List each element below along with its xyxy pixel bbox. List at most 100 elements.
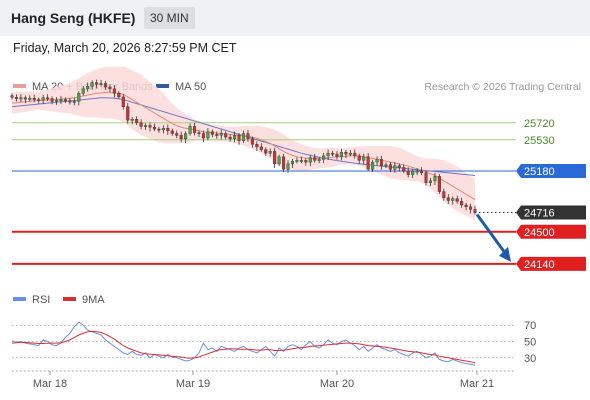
candle [246,129,250,142]
candle-body [451,198,455,201]
candle [188,123,192,136]
candle-body [357,155,361,161]
candle [313,153,317,163]
candle [308,154,312,167]
level-tag-bg-25180 [516,164,586,179]
candle-body [157,128,161,131]
candle [219,129,223,140]
candle [331,150,335,157]
level-label-25180: 25180 [524,166,555,178]
candle [273,147,277,168]
candle [411,168,415,179]
candle-body [268,151,272,154]
candle-body [273,151,277,165]
candle [282,153,286,173]
ma20-legend-swatch [13,84,26,88]
candle-body [179,135,183,140]
candle [103,81,108,90]
candle [406,167,410,178]
candle [286,160,290,173]
candle [366,153,370,172]
candle-body [397,165,401,168]
candle-body [446,197,450,201]
candle [264,147,268,157]
candle [277,154,281,167]
candle [255,141,259,152]
candle [428,177,433,187]
candle-body [54,99,59,102]
candle [10,93,14,100]
candle-body [19,97,23,100]
candle-body [437,176,441,192]
candle-body [250,138,254,145]
x-label: Mar 20 [320,378,354,390]
candle-body [295,160,299,162]
candle-body [313,157,317,161]
candle [348,150,352,157]
candle-body [393,165,397,170]
candle [299,156,303,164]
candle-body [455,198,459,202]
candle-body [282,156,286,170]
candle-body [473,209,477,213]
candle [442,188,446,201]
candle-body [379,159,384,166]
candle-body [201,133,205,139]
rsi-legend-label: RSI [32,294,50,306]
candle-body [348,152,352,155]
candle [446,194,450,204]
candle [166,124,170,135]
rsi-ma-legend-swatch [63,297,76,301]
candle [121,93,125,110]
candle [250,136,254,148]
interval-badge[interactable]: 30 MIN [144,7,195,29]
chart-header: Hang Seng (HKFE) 30 MIN [0,0,590,36]
candle-body [415,170,419,173]
x-label: Mar 19 [176,378,210,390]
candle [41,94,45,105]
candle-body [331,152,335,155]
candle [32,94,36,103]
rsi-ma-legend-label: 9MA [82,294,105,306]
candle-body [290,161,295,165]
candle-body [121,96,125,107]
candle-body [103,83,108,88]
candle-body [366,156,370,170]
x-axis: Mar 18 Mar 19 Mar 20 Mar 21 [12,370,516,390]
candle [14,94,18,102]
candle-body [322,155,326,160]
candle [50,96,54,105]
candle [224,131,228,140]
candle-body [420,170,424,174]
candle-body [277,156,281,165]
x-label: Mar 21 [460,378,494,390]
candle [152,123,156,132]
candle [402,164,406,174]
candle [210,129,214,138]
candle-body [130,119,134,121]
candle [362,153,366,165]
candle-body [406,170,410,175]
candle [197,130,201,137]
candle-body [135,119,139,123]
candle [241,130,246,143]
candle [344,150,348,159]
candle [37,97,41,104]
x-label: Mar 18 [33,378,67,390]
candle-body [375,159,379,163]
credit-text: Research © 2026 Trading Central [424,81,581,93]
candle-body [469,206,473,210]
candle [19,94,23,103]
candle [420,167,424,176]
candle-body [68,100,72,103]
candle [157,126,161,133]
candle [397,163,401,172]
level-tag-bg-24716 [516,205,586,220]
candle [259,143,263,152]
candle [86,82,90,92]
candle-body [442,191,446,199]
bollinger-band [12,66,475,221]
candle [72,97,76,106]
candle [464,202,468,211]
